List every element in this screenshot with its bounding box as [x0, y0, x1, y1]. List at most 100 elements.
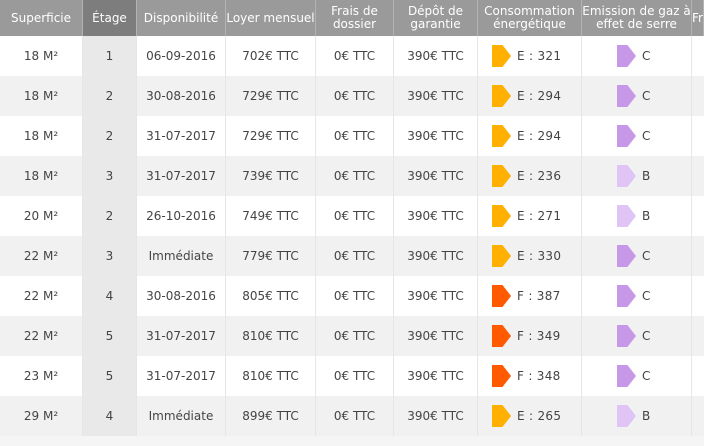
cell-disponibilite: 26-10-2016: [137, 196, 226, 236]
gas-class-icon: [617, 205, 636, 227]
energy-value: E : 321: [517, 49, 562, 63]
cell-next-cut: [692, 76, 704, 116]
cell-etage: 3: [83, 156, 137, 196]
table-body: 18 M² 1 06-09-2016 702€ TTC 0€ TTC 390€ TTC E …: [0, 36, 704, 436]
cell-emission: B: [582, 396, 692, 436]
energy-class-icon: [492, 45, 511, 67]
table-row[interactable]: 23 M² 5 31-07-2017 810€ TTC 0€ TTC 390€ TTC F …: [0, 356, 704, 396]
energy-value: F : 349: [517, 329, 561, 343]
cell-disponibilite: 31-07-2017: [137, 116, 226, 156]
gas-class-icon: [617, 85, 636, 107]
cell-emission: C: [582, 36, 692, 76]
gas-class-icon: [617, 285, 636, 307]
cell-superficie: 22 M²: [0, 276, 83, 316]
table-row[interactable]: 29 M² 4 Immédiate 899€ TTC 0€ TTC 390€ TTC E :…: [0, 396, 704, 436]
cell-superficie: 18 M²: [0, 116, 83, 156]
cell-consommation: F : 348: [478, 356, 582, 396]
cell-consommation: E : 236: [478, 156, 582, 196]
cell-depot: 390€ TTC: [394, 116, 478, 156]
gas-value: B: [642, 209, 651, 223]
cell-emission: C: [582, 356, 692, 396]
cell-emission: C: [582, 316, 692, 356]
cell-loyer: 899€ TTC: [226, 396, 316, 436]
header-emission[interactable]: Emission de gaz à effet de serre: [582, 0, 692, 36]
cell-etage: 1: [83, 36, 137, 76]
cell-disponibilite: 31-07-2017: [137, 156, 226, 196]
cell-consommation: E : 321: [478, 36, 582, 76]
listings-table: Superficie Étage Disponibilité Loyer men…: [0, 0, 704, 436]
header-etage[interactable]: Étage: [83, 0, 137, 36]
cell-etage: 2: [83, 76, 137, 116]
energy-class-icon: [492, 205, 511, 227]
cell-etage: 5: [83, 356, 137, 396]
gas-value: C: [642, 329, 651, 343]
gas-class-icon: [617, 245, 636, 267]
gas-value: C: [642, 89, 651, 103]
cell-emission: C: [582, 276, 692, 316]
energy-value: F : 387: [517, 289, 561, 303]
header-next-cut[interactable]: Fr: [692, 0, 704, 36]
cell-etage: 3: [83, 236, 137, 276]
cell-depot: 390€ TTC: [394, 36, 478, 76]
energy-value: E : 294: [517, 89, 562, 103]
energy-class-icon: [492, 405, 511, 427]
energy-value: E : 236: [517, 169, 562, 183]
cell-superficie: 29 M²: [0, 396, 83, 436]
cell-depot: 390€ TTC: [394, 156, 478, 196]
energy-value: F : 348: [517, 369, 561, 383]
cell-etage: 4: [83, 396, 137, 436]
gas-value: C: [642, 369, 651, 383]
table-row[interactable]: 18 M² 1 06-09-2016 702€ TTC 0€ TTC 390€ TTC E …: [0, 36, 704, 76]
cell-superficie: 18 M²: [0, 36, 83, 76]
energy-class-icon: [492, 85, 511, 107]
table-row[interactable]: 18 M² 2 31-07-2017 729€ TTC 0€ TTC 390€ TTC E …: [0, 116, 704, 156]
cell-consommation: F : 349: [478, 316, 582, 356]
energy-value: E : 271: [517, 209, 562, 223]
cell-next-cut: [692, 236, 704, 276]
cell-disponibilite: 30-08-2016: [137, 276, 226, 316]
cell-emission: C: [582, 236, 692, 276]
table-row[interactable]: 22 M² 5 31-07-2017 810€ TTC 0€ TTC 390€ TTC F …: [0, 316, 704, 356]
table-row[interactable]: 22 M² 3 Immédiate 779€ TTC 0€ TTC 390€ TTC E :…: [0, 236, 704, 276]
cell-frais: 0€ TTC: [316, 396, 394, 436]
gas-value: C: [642, 49, 651, 63]
cell-superficie: 23 M²: [0, 356, 83, 396]
header-disponibilite[interactable]: Disponibilité: [137, 0, 226, 36]
cell-consommation: F : 387: [478, 276, 582, 316]
cell-frais: 0€ TTC: [316, 276, 394, 316]
cell-etage: 4: [83, 276, 137, 316]
cell-frais: 0€ TTC: [316, 236, 394, 276]
header-frais[interactable]: Frais de dossier: [316, 0, 394, 36]
table-row[interactable]: 18 M² 2 30-08-2016 729€ TTC 0€ TTC 390€ TTC E …: [0, 76, 704, 116]
cell-depot: 390€ TTC: [394, 316, 478, 356]
gas-class-icon: [617, 325, 636, 347]
table-row[interactable]: 20 M² 2 26-10-2016 749€ TTC 0€ TTC 390€ TTC E …: [0, 196, 704, 236]
table-row[interactable]: 22 M² 4 30-08-2016 805€ TTC 0€ TTC 390€ TTC F …: [0, 276, 704, 316]
gas-class-icon: [617, 165, 636, 187]
gas-class-icon: [617, 365, 636, 387]
cell-disponibilite: 06-09-2016: [137, 36, 226, 76]
cell-disponibilite: 31-07-2017: [137, 356, 226, 396]
gas-class-icon: [617, 125, 636, 147]
cell-loyer: 749€ TTC: [226, 196, 316, 236]
cell-depot: 390€ TTC: [394, 76, 478, 116]
cell-depot: 390€ TTC: [394, 356, 478, 396]
table-row[interactable]: 18 M² 3 31-07-2017 739€ TTC 0€ TTC 390€ TTC E …: [0, 156, 704, 196]
cell-loyer: 729€ TTC: [226, 76, 316, 116]
cell-depot: 390€ TTC: [394, 276, 478, 316]
gas-value: C: [642, 249, 651, 263]
cell-depot: 390€ TTC: [394, 236, 478, 276]
header-consommation[interactable]: Consommation énergétique: [478, 0, 582, 36]
cell-next-cut: [692, 356, 704, 396]
cell-disponibilite: Immédiate: [137, 396, 226, 436]
header-loyer[interactable]: Loyer mensuel: [226, 0, 316, 36]
energy-class-icon: [492, 245, 511, 267]
cell-loyer: 805€ TTC: [226, 276, 316, 316]
header-depot[interactable]: Dépôt de garantie: [394, 0, 478, 36]
cell-depot: 390€ TTC: [394, 196, 478, 236]
cell-etage: 2: [83, 116, 137, 156]
energy-class-icon: [492, 285, 511, 307]
header-superficie[interactable]: Superficie: [0, 0, 83, 36]
cell-superficie: 22 M²: [0, 316, 83, 356]
cell-loyer: 702€ TTC: [226, 36, 316, 76]
